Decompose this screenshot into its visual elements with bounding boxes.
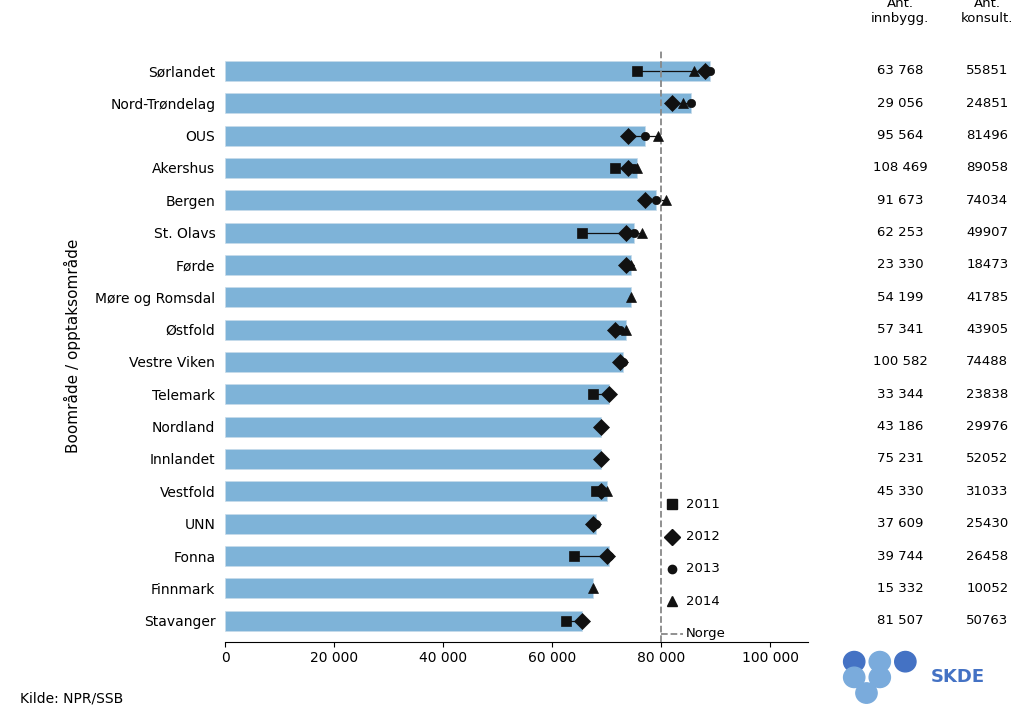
Text: 37 609: 37 609 [877,517,924,530]
Bar [225,255,631,275]
Text: 95 564: 95 564 [877,129,924,142]
Text: 23 330: 23 330 [877,258,924,272]
Text: 52052: 52052 [966,453,1009,466]
Bar [225,546,610,566]
Bar [225,158,636,178]
Bar [225,416,602,436]
Bar [225,610,582,631]
Text: 62 253: 62 253 [877,226,924,239]
Bar [225,287,631,307]
Bar [225,222,634,242]
Text: 43905: 43905 [966,323,1009,336]
Text: 49907: 49907 [966,226,1009,239]
Text: 81496: 81496 [966,129,1009,142]
Text: 81 507: 81 507 [877,614,924,627]
Bar [225,513,595,534]
Text: 29976: 29976 [966,420,1009,434]
Text: 15 332: 15 332 [877,582,924,595]
Text: 43 186: 43 186 [877,420,924,434]
Text: 2013: 2013 [685,563,719,575]
Text: 54 199: 54 199 [877,291,924,304]
Bar [225,578,593,598]
Y-axis label: Boområde / opptaksområde: Boområde / opptaksområde [64,239,81,453]
Bar [225,93,691,113]
Text: 33 344: 33 344 [877,388,924,401]
Text: 23838: 23838 [966,388,1009,401]
Text: 108 469: 108 469 [873,161,928,175]
Text: 75 231: 75 231 [877,453,924,466]
Text: 74488: 74488 [966,356,1009,369]
Bar [225,352,623,372]
Bar [225,61,710,81]
Bar [225,449,602,469]
Text: Ant.
konsult.: Ant. konsult. [961,0,1014,25]
Text: 31033: 31033 [966,485,1009,498]
Text: 29 056: 29 056 [877,97,924,110]
Text: 39 744: 39 744 [877,550,924,563]
Text: 89058: 89058 [966,161,1009,175]
Text: 41785: 41785 [966,291,1009,304]
Text: 2011: 2011 [685,498,719,511]
Text: 10052: 10052 [966,582,1009,595]
Text: 55851: 55851 [966,64,1009,78]
Text: 18473: 18473 [966,258,1009,272]
Text: 26458: 26458 [966,550,1009,563]
Text: Norge: Norge [685,627,725,640]
Text: SKDE: SKDE [931,668,985,687]
Text: 63 768: 63 768 [877,64,924,78]
Bar [225,384,610,404]
Text: 2014: 2014 [685,595,719,607]
Text: 24851: 24851 [966,97,1009,110]
Text: 91 673: 91 673 [877,194,924,207]
Text: 100 582: 100 582 [873,356,928,369]
Bar [225,190,656,210]
Bar [225,481,607,501]
Text: Kilde: NPR/SSB: Kilde: NPR/SSB [20,692,124,706]
Text: 50763: 50763 [966,614,1009,627]
Text: 57 341: 57 341 [877,323,924,336]
Text: 74034: 74034 [966,194,1009,207]
Text: 45 330: 45 330 [877,485,924,498]
Text: 25430: 25430 [966,517,1009,530]
Bar [225,125,644,145]
Text: Ant.
innbygg.: Ant. innbygg. [872,0,929,25]
Text: 2012: 2012 [685,530,719,543]
Bar [225,319,626,339]
